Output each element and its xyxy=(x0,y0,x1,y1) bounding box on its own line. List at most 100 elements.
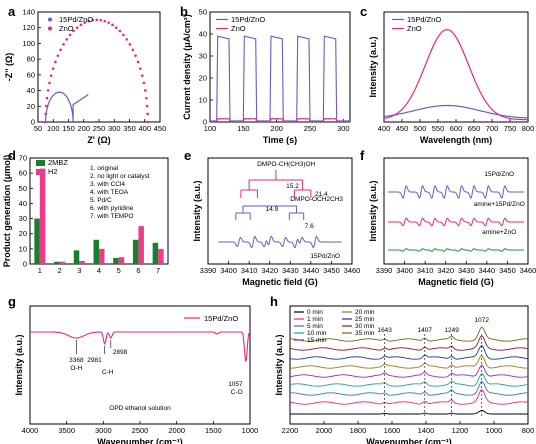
annotation: O-H xyxy=(70,365,82,372)
trace-label: amine+15Pd/ZnO xyxy=(474,201,525,208)
photocurrent-trace xyxy=(210,35,350,122)
zno-point xyxy=(145,104,149,108)
x-tick-label: 650 xyxy=(468,124,481,133)
y-tick-label: 60 xyxy=(19,169,27,178)
category-label: 2 xyxy=(57,266,61,275)
legend-label: 15Pd/ZnO xyxy=(407,15,441,24)
legend-marker xyxy=(48,26,52,31)
y-tick-label: 20 xyxy=(199,74,207,83)
y-axis-label: Intensity (a.u.) xyxy=(192,180,202,241)
condition-note: 1. original xyxy=(90,165,119,172)
zno-point xyxy=(59,48,62,52)
x-tick-label: 3390 xyxy=(376,266,393,275)
panel-h-chart: 2200 2000 1800 1600 1400 1200 1000 800 Wavenumbe… xyxy=(274,305,534,444)
category-label: 7 xyxy=(156,266,160,275)
legend-label: 15Pd/ZnO xyxy=(204,314,238,323)
zno-point xyxy=(49,74,53,77)
peak-label: 1643 xyxy=(377,327,392,334)
bar-2mbz xyxy=(54,261,60,264)
condition-note: 7. with TEMPO xyxy=(90,213,134,220)
zno-point xyxy=(111,23,114,27)
y-tick-label: 0 xyxy=(203,118,207,127)
bar-h2 xyxy=(79,260,85,264)
bar-2mbz xyxy=(73,250,80,264)
panel-e-label: e xyxy=(184,148,191,163)
annotation: 21.4 xyxy=(315,191,328,198)
x-tick-label: 3460 xyxy=(520,266,536,275)
zno-point xyxy=(65,38,68,41)
panel-b-label: b xyxy=(180,4,188,19)
zno-point xyxy=(44,104,48,108)
legend-swatch xyxy=(36,160,45,166)
panel-g-label: g xyxy=(8,294,16,309)
drifts-spectrum xyxy=(289,373,529,387)
x-tick-label: 400 xyxy=(138,124,151,133)
zno-point xyxy=(75,26,79,29)
zno-point xyxy=(145,96,148,100)
panel-a-chart: 50 100 150 200 250 300 350 400 45002040608010012… xyxy=(4,8,166,146)
drifts-spectrum xyxy=(289,364,529,378)
x-tick-label: 200 xyxy=(270,124,283,133)
condition-note: 6. with pyridine xyxy=(90,205,134,212)
x-tick-label: 1500 xyxy=(205,426,222,435)
category-label: 4 xyxy=(97,266,101,275)
legend-label: 15Pd/ZnO xyxy=(231,15,265,24)
x-tick-label: 1200 xyxy=(452,426,469,435)
x-tick-label: 3410 xyxy=(241,266,258,275)
x-axis-label: Time (s) xyxy=(263,135,297,145)
x-tick-label: 3450 xyxy=(323,266,340,275)
y-tick-label: 30 xyxy=(199,52,207,61)
legend-marker xyxy=(48,17,52,22)
x-tick-label: 3450 xyxy=(499,266,516,275)
x-tick-label: 550 xyxy=(432,124,445,133)
zno-point xyxy=(118,29,122,33)
x-tick-label: 1800 xyxy=(350,426,367,435)
x-axis-label: Magnetic field (G) xyxy=(418,277,494,287)
legend-label: ZnO xyxy=(407,24,422,33)
bar-2mbz xyxy=(34,218,40,264)
legend-label: 0 min xyxy=(307,309,323,316)
y-axis-label: Product generation (μmol) xyxy=(2,155,12,268)
x-tick-label: 750 xyxy=(504,124,517,133)
drifts-spectrum xyxy=(290,380,528,396)
plot-frame xyxy=(37,11,161,123)
plot-frame xyxy=(289,305,529,425)
panel-f-chart: 3390 3400 3410 3420 3430 3440 3450 3460 Magnetic… xyxy=(368,157,536,287)
drifts-spectrum xyxy=(289,344,529,360)
panel-a-label: a xyxy=(8,4,16,19)
annotation: C-H xyxy=(102,369,114,376)
panel-b-chart: 100 150 200 250 300 0 10 20 30 40 50 Time (s) Curren… xyxy=(182,8,351,145)
x-tick-label: 800 xyxy=(522,124,535,133)
x-tick-label: 250 xyxy=(93,124,106,133)
panel-f-label: f xyxy=(360,148,365,163)
y-tick-label: 20 xyxy=(19,229,27,238)
zno-point xyxy=(72,29,75,33)
annotation: C-O xyxy=(231,389,243,396)
bar-h2 xyxy=(158,248,164,264)
zno-point xyxy=(54,60,57,64)
plot-frame xyxy=(383,157,529,265)
epr-trace xyxy=(388,217,524,227)
trace-label: amine+ZnO xyxy=(482,229,516,236)
x-tick-label: 3430 xyxy=(282,266,299,275)
legend-label: H2 xyxy=(48,167,58,176)
zno-point xyxy=(99,18,103,22)
zno-point xyxy=(122,33,125,37)
y-tick-label: 0 xyxy=(31,118,35,127)
epr-trace xyxy=(388,248,524,252)
zno-point xyxy=(107,21,110,24)
zno-point xyxy=(136,60,140,64)
legend-label: 5 min xyxy=(307,323,323,330)
y-tick-label: 100 xyxy=(22,39,35,48)
x-tick-label: 1600 xyxy=(384,426,401,435)
x-tick-label: 350 xyxy=(123,124,136,133)
zno-point xyxy=(87,19,91,23)
y-axis-label: Current density (μA/cm²) xyxy=(182,14,192,120)
zno-point xyxy=(68,33,72,37)
annotation: 7.6 xyxy=(305,223,314,230)
annotation: 3368 xyxy=(69,357,84,364)
y-tick-label: 40 xyxy=(19,199,27,208)
x-tick-label: 150 xyxy=(62,124,75,133)
drifts-spectrum xyxy=(289,335,529,351)
x-tick-label: 2000 xyxy=(316,426,333,435)
